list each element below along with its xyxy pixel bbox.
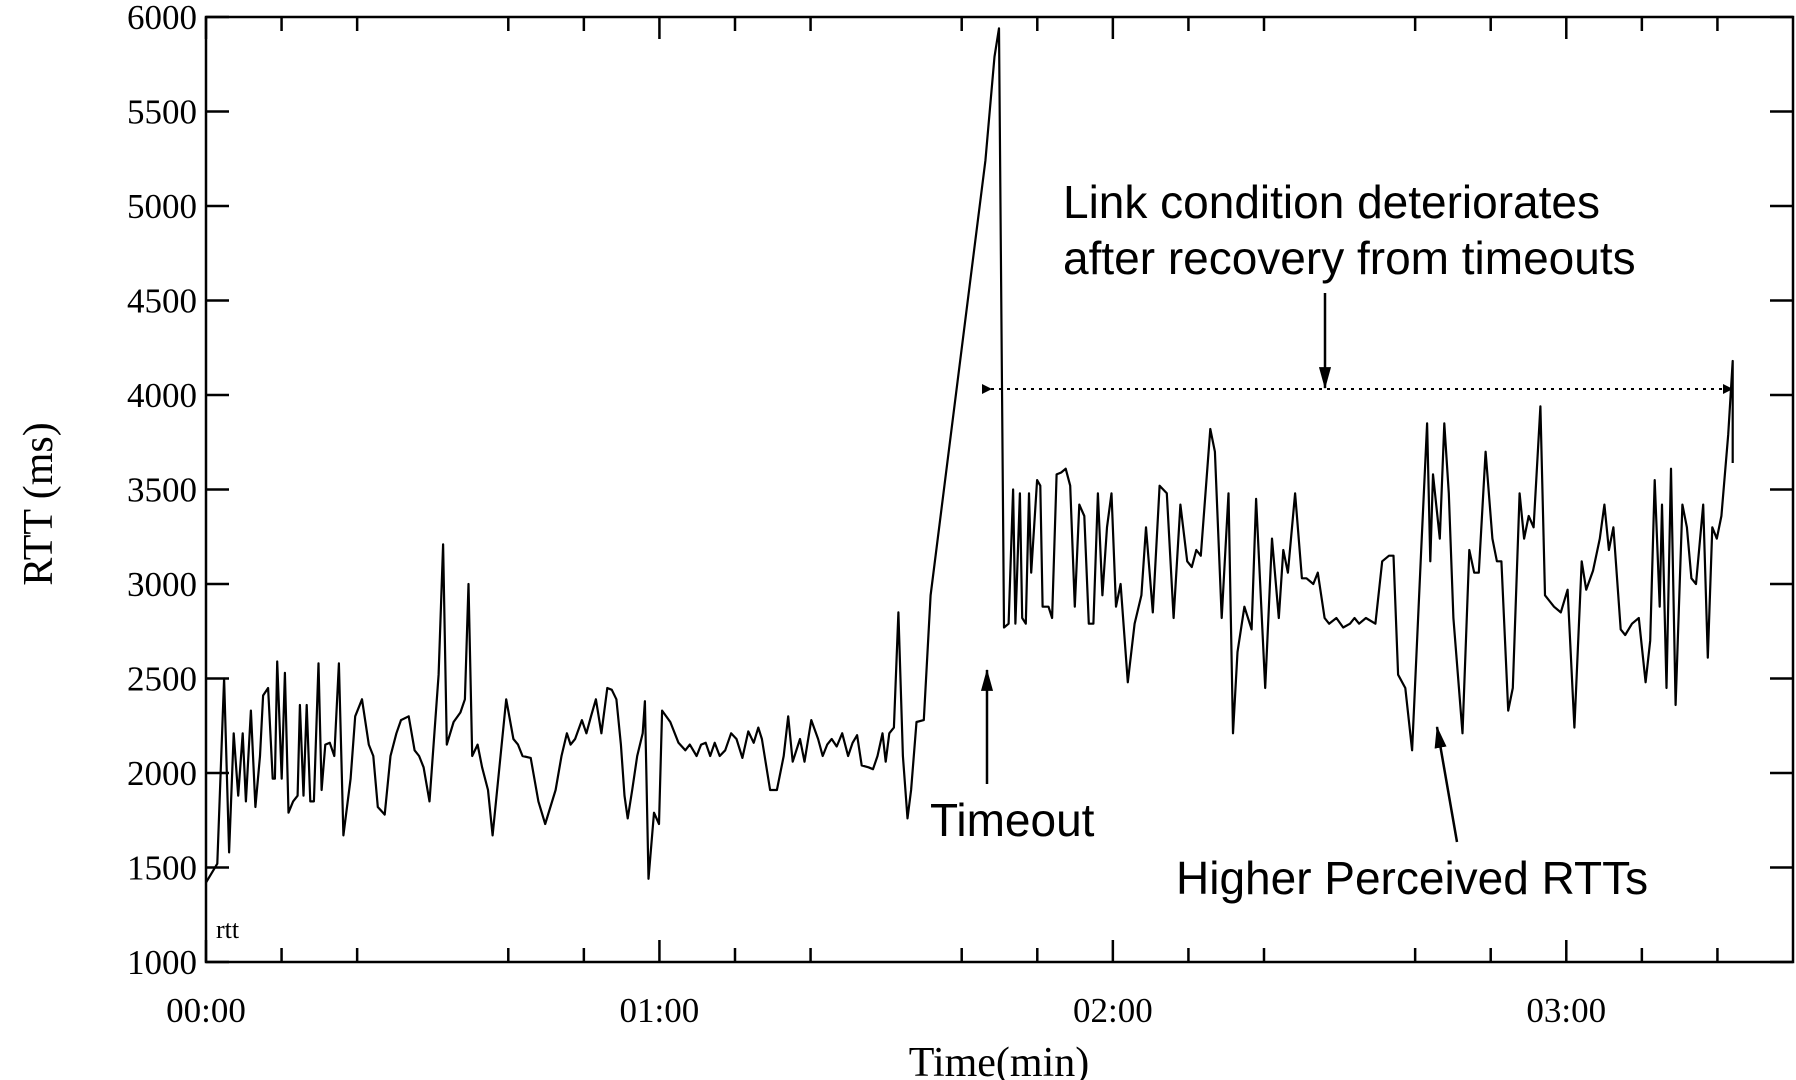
y-tick-label: 3500 <box>127 471 197 510</box>
y-tick-label: 2000 <box>127 754 197 793</box>
x-tick-label: 00:00 <box>166 991 246 1030</box>
y-tick-label: 6000 <box>127 0 197 37</box>
annotation-deteriorates-line2: after recovery from timeouts <box>1063 232 1636 284</box>
annotation-deteriorates-line1: Link condition deteriorates <box>1063 176 1600 228</box>
x-tick-label: 03:00 <box>1526 991 1606 1030</box>
y-tick-label: 3000 <box>127 565 197 604</box>
y-tick-label: 1000 <box>127 943 197 982</box>
x-tick-labels: 00:00 01:00 02:00 03:00 <box>166 991 1606 1030</box>
y-tick-label: 5000 <box>127 187 197 226</box>
x-axis-label: Time(min) <box>909 1040 1089 1080</box>
rtt-series-line <box>205 27 1734 884</box>
y-tick-label: 5500 <box>127 93 197 132</box>
y-tick-labels: 1000 1500 2000 2500 3000 3500 4000 4500 5000 5500… <box>127 0 197 982</box>
series-label-rtt: rtt <box>216 915 240 944</box>
y-axis-label: RTT (ms) <box>16 422 62 586</box>
y-tick-label: 4000 <box>127 376 197 415</box>
y-tick-label: 1500 <box>127 849 197 888</box>
annotation-timeout: Timeout <box>930 794 1095 846</box>
higher-rtts-arrow <box>1434 725 1459 843</box>
x-tick-label: 02:00 <box>1073 991 1153 1030</box>
plot-frame <box>204 15 1795 964</box>
y-tick-label: 4500 <box>127 282 197 321</box>
annotation-higher-rtts: Higher Perceived RTTs <box>1176 852 1648 904</box>
x-tick-label: 01:00 <box>620 991 700 1030</box>
y-tick-label: 2500 <box>127 660 197 699</box>
